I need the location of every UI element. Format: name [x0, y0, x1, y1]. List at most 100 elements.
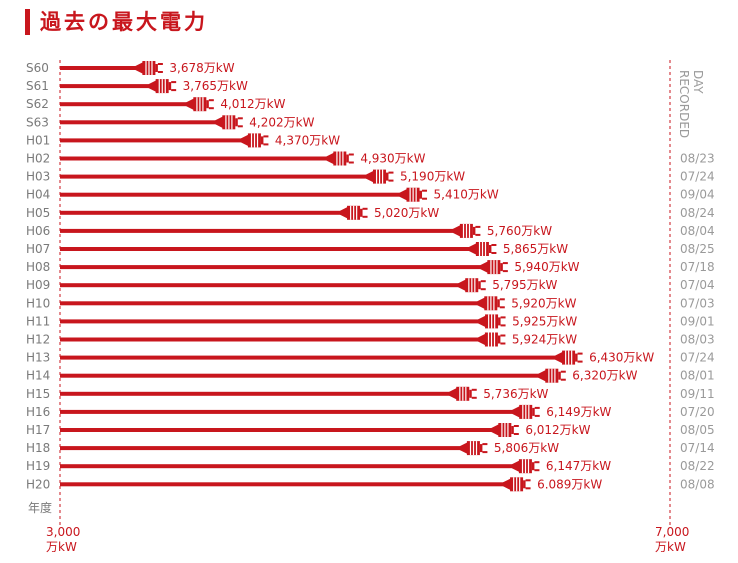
value-label: 6,149万kW: [546, 405, 611, 419]
recorded-day-label-line1: RECORDED: [677, 70, 691, 138]
value-label: 5,924万kW: [512, 333, 577, 347]
value-label: 5,925万kW: [512, 314, 577, 328]
bar-row-h17: H17 6,012万kW 08/05: [26, 423, 715, 437]
bar: [60, 446, 462, 451]
bar: [60, 84, 151, 89]
recorded-day: 08/04: [680, 224, 715, 238]
plug-icon: [478, 314, 506, 329]
plug-icon: [459, 441, 488, 456]
bar: [60, 373, 541, 378]
bar: [60, 156, 329, 161]
recorded-day: 07/14: [680, 441, 715, 455]
bar-row-h14: H14 6,320万kW 08/01: [26, 368, 715, 383]
bar: [60, 301, 480, 306]
recorded-day: 08/23: [680, 152, 715, 166]
bar: [60, 138, 243, 143]
plug-icon: [538, 368, 566, 383]
bar: [60, 265, 483, 270]
plug-icon: [326, 151, 354, 166]
value-label: 4,370万kW: [275, 133, 340, 147]
value-label: 5,760万kW: [487, 224, 552, 238]
year-label: H09: [26, 278, 50, 292]
bar: [60, 210, 343, 215]
recorded-day: 07/03: [680, 296, 715, 310]
year-label: H05: [26, 206, 50, 220]
bar-row-h19: H19 6,147万kW 08/22: [26, 459, 715, 474]
plug-icon: [491, 423, 519, 437]
bar: [60, 337, 480, 342]
value-label: 6.089万kW: [537, 477, 602, 491]
bar-row-h11: H11 5,925万kW 09/01: [26, 314, 715, 329]
year-label: H15: [26, 387, 50, 401]
plug-icon: [555, 350, 583, 365]
bar-row-s62: S62 4,012万kW: [26, 97, 286, 112]
bar-row-h05: H05 5,020万kW 08/24: [26, 205, 715, 220]
recorded-day-label-line2: DAY: [691, 70, 705, 94]
axis-max-label: 7,000: [655, 525, 689, 539]
year-label: S63: [26, 115, 49, 129]
plug-icon: [458, 278, 486, 293]
value-label: 4,930万kW: [360, 152, 425, 166]
bar-row-h13: H13 6,430万kW 07/24: [26, 350, 715, 365]
year-label: H17: [26, 423, 50, 437]
value-label: 5,795万kW: [492, 278, 557, 292]
value-label: 5,736万kW: [483, 387, 548, 401]
bar-row-h20: H20 6.089万kW 08/08: [26, 477, 715, 492]
bar: [60, 192, 402, 197]
year-label: H20: [26, 477, 50, 491]
recorded-day: 09/11: [680, 387, 715, 401]
plug-icon: [135, 61, 163, 75]
bar-row-s61: S61 3,765万kW: [26, 79, 248, 94]
axis-min-unit: 万kW: [46, 540, 77, 554]
plug-icon: [512, 404, 540, 419]
recorded-day: 07/04: [680, 278, 715, 292]
year-label: H04: [26, 188, 50, 202]
plug-icon: [365, 169, 394, 184]
value-label: 6,320万kW: [572, 369, 637, 383]
bar: [60, 464, 514, 469]
value-label: 5,020万kW: [374, 206, 439, 220]
bar: [60, 428, 494, 432]
year-label: H12: [26, 333, 50, 347]
recorded-day: 08/24: [680, 206, 715, 220]
recorded-day: 08/25: [680, 242, 715, 256]
year-axis-label: 年度: [28, 500, 52, 515]
plug-icon: [449, 386, 477, 401]
year-label: S62: [26, 97, 49, 111]
plug-icon: [148, 79, 177, 94]
bar-row-h10: H10 5,920万kW 07/03: [26, 296, 715, 311]
bar-row-h18: H18 5,806万kW 07/14: [26, 441, 715, 456]
year-label: H06: [26, 224, 50, 238]
year-label: H11: [26, 314, 50, 328]
bar-row-h01: H01 4,370万kW: [26, 133, 340, 148]
bar-row-h09: H09 5,795万kW 07/04: [26, 278, 715, 293]
plug-icon: [503, 477, 531, 492]
recorded-day: 08/22: [680, 459, 715, 473]
bar-row-h12: H12 5,924万kW 08/03: [26, 332, 715, 347]
year-label: H10: [26, 296, 50, 310]
bar-row-s60: S60 3,678万kW: [26, 61, 235, 75]
year-label: S61: [26, 79, 49, 93]
plug-icon: [452, 223, 481, 238]
plug-icon: [215, 115, 243, 130]
value-label: 4,012万kW: [220, 97, 285, 111]
axis-min-label: 3,000: [46, 525, 80, 539]
bar-row-h06: H06 5,760万kW 08/04: [26, 223, 715, 238]
year-label: H19: [26, 459, 50, 473]
value-label: 5,865万kW: [503, 242, 568, 256]
bar: [60, 120, 218, 125]
plug-icon: [511, 459, 540, 474]
recorded-day: 08/05: [680, 423, 715, 437]
bar: [60, 174, 368, 179]
page-title: 過去の最大電力: [40, 10, 208, 34]
plug-icon: [399, 187, 428, 202]
recorded-day: 09/04: [680, 188, 715, 202]
bar: [60, 391, 452, 396]
bar: [60, 409, 515, 414]
bar: [60, 482, 506, 487]
bar-row-h16: H16 6,149万kW 07/20: [26, 404, 715, 419]
plug-icon: [186, 97, 214, 112]
year-label: S60: [26, 61, 49, 75]
recorded-day: 08/03: [680, 333, 715, 347]
